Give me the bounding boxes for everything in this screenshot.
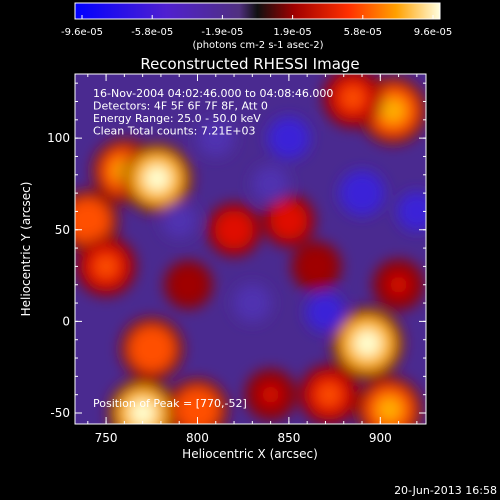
heatmap-source [305, 292, 346, 333]
y-axis-label: Heliocentric Y (arcsec) [19, 182, 33, 317]
footer-date: 20-Jun-2013 16:58 [394, 484, 497, 497]
heatmap-source-core [76, 209, 100, 232]
heatmap-source-core [261, 385, 280, 404]
colorbar-tick-label: 9.6e-05 [414, 27, 452, 38]
heatmap-source-core [279, 211, 299, 230]
heatmap-source [233, 283, 272, 323]
x-tick-label: 900 [369, 431, 392, 445]
colorbar-tick-label: -9.6e-05 [61, 27, 103, 38]
annotation-line: Energy Range: 25.0 - 50.0 keV [93, 112, 261, 125]
x-axis-label: Heliocentric X (arcsec) [182, 447, 318, 461]
colorbar-tick-label: -1.9e-05 [201, 27, 243, 38]
heatmap-source-core [380, 97, 406, 124]
peak-label: Position of Peak = [770,-52] [93, 397, 247, 410]
x-tick-label: 850 [277, 431, 300, 445]
annotation-line: 16-Nov-2004 04:02:46.000 to 04:08:46.000 [93, 87, 333, 100]
heatmap-source-core [353, 329, 382, 358]
heatmap-source [267, 116, 311, 160]
heatmap-source [161, 202, 197, 239]
heatmap-source-core [129, 399, 156, 424]
colorbar-tick-label: 1.9e-05 [273, 27, 311, 38]
x-axis: 750 800 850 900 [87, 74, 418, 445]
heatmap-source-core [307, 257, 325, 275]
x-tick-label: 800 [186, 431, 209, 445]
y-axis: -50 0 50 100 [47, 82, 426, 420]
heatmap-source-core [376, 396, 402, 422]
colorbar [74, 2, 441, 20]
plot-frame [74, 73, 427, 425]
colorbar-tick-label: 5.8e-05 [344, 27, 382, 38]
heatmap-source-core [180, 276, 197, 293]
heatmap [75, 74, 426, 424]
heatmap-source [397, 191, 426, 232]
heatmap-source-core [140, 337, 164, 361]
annotation-block: 16-Nov-2004 04:02:46.000 to 04:08:46.000… [93, 87, 333, 138]
y-tick-label: 100 [47, 131, 70, 145]
heatmap-source-core [341, 86, 364, 109]
heatmap-source-core [318, 383, 341, 406]
heatmap-source-core [224, 220, 244, 240]
heatmap-source [339, 170, 385, 216]
colorbar-tick-label: -5.8e-05 [131, 27, 173, 38]
heatmap-source-core [95, 255, 118, 278]
heatmap-source [197, 119, 235, 157]
annotation-line: Detectors: 4F 5F 6F 7F 8F, Att 0 [93, 100, 268, 113]
chart-title: Reconstructed RHESSI Image [140, 55, 359, 73]
heatmap-source-core [186, 397, 209, 421]
heatmap-source-core [143, 164, 171, 193]
colorbar-label: (photons cm-2 s-1 asec-2) [192, 40, 323, 51]
y-tick-label: 50 [55, 223, 70, 237]
annotation-line: Clean Total counts: 7.21E+03 [93, 125, 256, 138]
heatmap-source-core [389, 275, 408, 294]
y-tick-label: 0 [62, 314, 70, 328]
heatmap-source [252, 165, 289, 203]
x-tick-label: 750 [95, 431, 118, 445]
y-tick-label: -50 [50, 406, 70, 420]
